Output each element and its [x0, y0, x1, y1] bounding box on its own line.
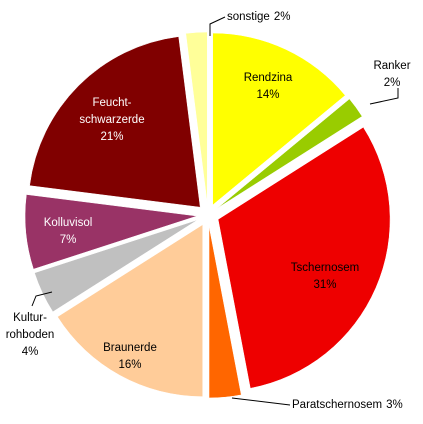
pie-slice — [57, 224, 203, 397]
slice-label: Feucht-schwarzerde — [79, 97, 144, 126]
value-label: 7% — [60, 234, 77, 246]
value-label: 2% — [274, 11, 291, 23]
pie-slice — [185, 31, 208, 205]
slice-label: Rendzina — [244, 72, 293, 84]
slice-label: Kolluvisol — [44, 217, 93, 229]
pie-slice — [208, 225, 242, 399]
value-label: 2% — [384, 77, 401, 89]
leader-line — [231, 397, 291, 406]
pie-slice — [24, 194, 198, 270]
slice-label: sonstige — [227, 11, 270, 23]
value-label: 14% — [256, 89, 279, 101]
leader-line — [31, 291, 53, 307]
pie-slice — [212, 32, 346, 206]
slice-label: Tschernosem — [291, 262, 359, 274]
slice-label: Paratschernosem — [292, 399, 382, 411]
leader-line — [209, 16, 226, 36]
value-label: 31% — [313, 279, 336, 291]
leader-line — [369, 88, 399, 105]
pie-slice — [217, 126, 391, 389]
slice-label: Kultur-rohboden — [6, 312, 55, 341]
value-label: 21% — [100, 131, 123, 143]
pie-slice — [29, 36, 201, 208]
slice-label: Braunerde — [103, 342, 157, 354]
value-label: 3% — [386, 399, 403, 411]
slice-label: Ranker — [373, 60, 410, 72]
pie-slice — [216, 98, 363, 209]
pie-slice — [34, 219, 199, 313]
value-label: 4% — [22, 346, 39, 358]
value-label: 16% — [118, 359, 141, 371]
